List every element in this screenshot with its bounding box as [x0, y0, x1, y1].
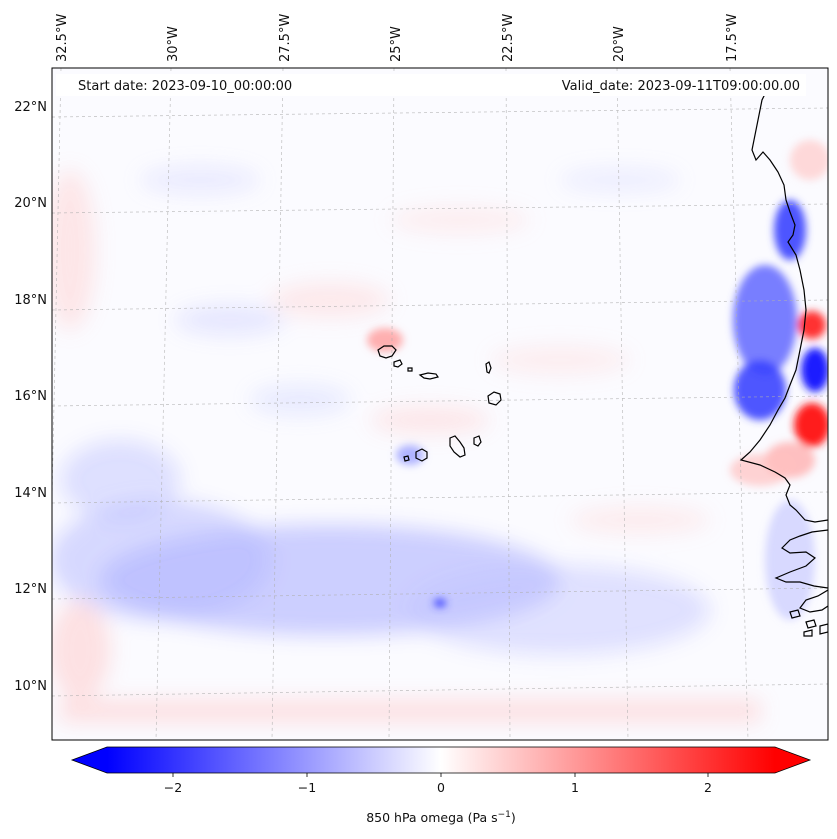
africa-coastline	[739, 87, 828, 523]
lon-label-22-5w: 22.5°W	[501, 14, 516, 62]
colorbar-min-extend	[72, 747, 107, 773]
island-brava	[403, 455, 410, 462]
graticule	[52, 68, 828, 740]
island-santo-antao	[377, 345, 397, 359]
colorbar-title-text: 850 hPa omega (Pa s	[366, 810, 497, 825]
lat-label-14n: 14°N	[14, 486, 47, 501]
colorbar: −2 −1 0 1 2 850 hPa omega (Pa s−1)	[70, 746, 812, 825]
lon-label-25w: 25°W	[389, 26, 404, 62]
island-sao-nicolau	[418, 372, 439, 380]
map-frame	[51, 67, 829, 741]
lat-label-22n: 22°N	[14, 100, 47, 115]
lat-label-18n: 18°N	[14, 293, 47, 308]
guinea-bissau-coast	[799, 589, 828, 613]
valid-date-label: Valid_date: 2023-09-11T09:00:00.00	[562, 79, 800, 94]
colorbar-title: 850 hPa omega (Pa s−1)	[366, 810, 516, 825]
colorbar-tick-1: 1	[571, 780, 579, 795]
colorbar-outline	[70, 746, 812, 774]
gambia-coast	[774, 529, 828, 589]
island-fogo	[415, 448, 428, 462]
colorbar-title-close: )	[511, 810, 516, 825]
colorbar-tick-2: 2	[704, 780, 712, 795]
colorbar-tick-neg2: −2	[164, 780, 182, 795]
lat-label-12n: 12°N	[14, 582, 47, 597]
island-maio	[473, 435, 482, 447]
lon-label-30w: 30°W	[166, 26, 181, 62]
lon-label-17-5w: 17.5°W	[725, 14, 740, 62]
colorbar-gradient	[107, 747, 775, 773]
island-sal	[485, 361, 492, 374]
island-boa-vista	[487, 391, 502, 406]
header-strip	[56, 74, 806, 96]
lat-label-10n: 10°N	[14, 679, 47, 694]
island-sao-vicente	[393, 359, 403, 368]
lat-label-20n: 20°N	[14, 196, 47, 211]
colorbar-ticks	[172, 773, 709, 777]
lon-label-32-5w: 32.5°W	[55, 14, 70, 62]
map-panel: Start date: 2023-09-10_00:00:00 Valid_da…	[52, 68, 828, 740]
lat-label-16n: 16°N	[14, 389, 47, 404]
longitude-labels: 32.5°W 30°W 27.5°W 25°W 22.5°W 20°W 17.5…	[55, 14, 740, 62]
coastlines	[377, 87, 828, 637]
omega-field	[52, 140, 828, 722]
colorbar-tick-0: 0	[437, 780, 445, 795]
lon-label-27-5w: 27.5°W	[278, 14, 293, 62]
latitude-labels: 22°N 20°N 18°N 16°N 14°N 12°N 10°N	[14, 100, 47, 694]
colorbar-max-extend	[775, 747, 810, 773]
island-santiago	[449, 435, 466, 458]
start-date-label: Start date: 2023-09-10_00:00:00	[78, 79, 292, 94]
bijagos-islands	[789, 609, 828, 637]
colorbar-tick-neg1: −1	[298, 780, 316, 795]
island-santa-luzia	[407, 367, 413, 372]
colorbar-title-exponent: −1	[498, 810, 511, 820]
lon-label-20w: 20°W	[612, 26, 627, 62]
